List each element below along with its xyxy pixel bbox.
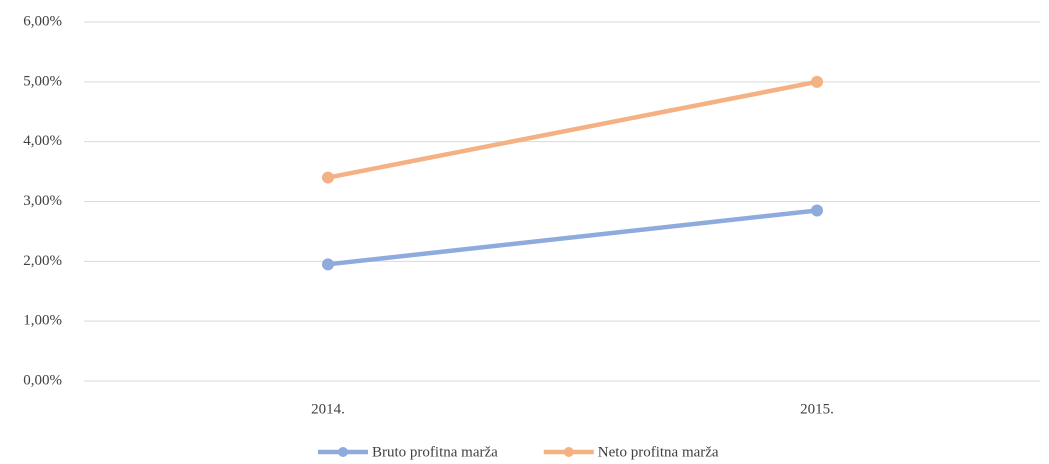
y-tick-label: 4,00% <box>23 133 62 149</box>
y-tick-label: 2,00% <box>23 253 62 269</box>
x-tick-label: 2015. <box>800 401 834 417</box>
data-point <box>811 75 823 88</box>
legend-marker <box>338 447 348 457</box>
data-point <box>322 258 334 271</box>
legend-marker <box>563 447 574 457</box>
legend-label: Bruto profitna marža <box>372 444 498 460</box>
y-tick-label: 6,00% <box>23 13 62 29</box>
x-tick-label: 2014. <box>311 401 345 417</box>
series-line <box>325 208 820 267</box>
y-tick-label: 1,00% <box>23 313 62 329</box>
y-tick-label: 5,00% <box>23 73 62 89</box>
data-point <box>811 204 823 217</box>
series-line <box>325 79 820 180</box>
y-tick-label: 0,00% <box>23 372 62 388</box>
data-point <box>322 171 334 184</box>
legend-label: Neto profitna marža <box>598 444 719 460</box>
y-tick-label: 3,00% <box>23 193 62 209</box>
